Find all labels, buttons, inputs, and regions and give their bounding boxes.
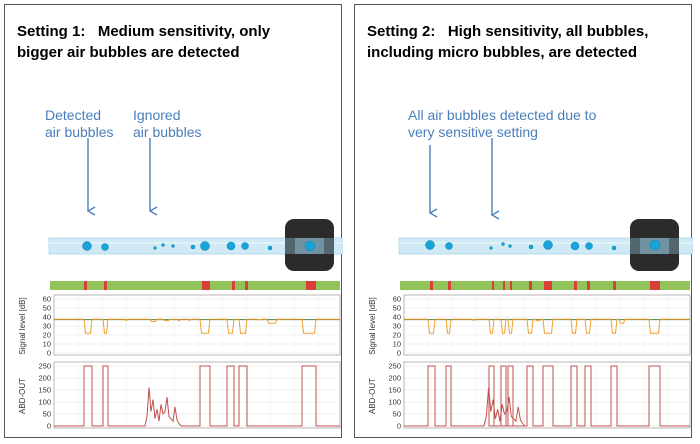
air-bubble xyxy=(241,242,249,250)
air-bubble xyxy=(445,242,453,250)
signal-tick-label: 20 xyxy=(393,331,401,340)
abd-tick-label: 0 xyxy=(397,422,401,431)
abd-axis-label: ABD-OUT xyxy=(368,378,377,414)
abd-tick-label: 50 xyxy=(43,410,51,419)
status-alarm-segment xyxy=(510,281,512,290)
signal-trace xyxy=(54,318,340,334)
air-bubble xyxy=(171,244,175,248)
status-alarm-segment xyxy=(306,281,316,290)
abd-tick-label: 150 xyxy=(38,386,51,395)
air-bubble xyxy=(161,243,165,247)
panel-setting-2: Setting 2: High sensitivity, all bubbles… xyxy=(354,4,693,438)
status-alarm-segment xyxy=(613,281,616,290)
air-bubble xyxy=(153,246,157,250)
annotation-all-detected: All air bubbles detected due to very sen… xyxy=(408,107,597,140)
air-bubble xyxy=(304,240,316,252)
abd-axis-label: ABD-OUT xyxy=(18,378,27,414)
status-alarm-segment xyxy=(232,281,235,290)
signal-tick-label: 0 xyxy=(47,349,51,358)
abd-out-trace xyxy=(404,365,690,427)
air-bubble xyxy=(508,244,512,248)
status-bar xyxy=(50,281,340,290)
abd-tick-label: 150 xyxy=(388,386,401,395)
status-alarm-segment xyxy=(245,281,248,290)
abd-tick-label: 200 xyxy=(388,374,401,383)
air-bubble xyxy=(82,241,92,251)
air-bubble xyxy=(611,245,617,251)
status-alarm-segment xyxy=(448,281,451,290)
annotation-detected: Detected air bubbles xyxy=(45,107,114,140)
annotation-ignored: Ignored air bubbles xyxy=(133,107,202,140)
air-bubble xyxy=(543,240,553,250)
status-alarm-segment xyxy=(492,281,494,290)
status-alarm-segment xyxy=(84,281,87,290)
air-bubble xyxy=(528,244,534,250)
air-bubble xyxy=(501,242,505,246)
panel-title: Setting 2: High sensitivity, all bubbles… xyxy=(367,23,649,61)
status-alarm-segment xyxy=(503,281,505,290)
abd-tick-label: 250 xyxy=(388,362,401,371)
signal-tick-label: 10 xyxy=(43,340,51,349)
signal-plot-frame xyxy=(403,294,691,356)
signal-tick-label: 40 xyxy=(393,313,401,322)
air-bubble xyxy=(570,241,580,251)
abd-plot-frame xyxy=(53,361,341,429)
abd-tick-label: 0 xyxy=(47,422,51,431)
status-alarm-segment xyxy=(587,281,590,290)
air-bubble xyxy=(267,245,273,251)
status-alarm-segment xyxy=(529,281,532,290)
abd-tick-label: 100 xyxy=(38,398,51,407)
abd-tick-label: 250 xyxy=(38,362,51,371)
abd-tick-label: 200 xyxy=(38,374,51,383)
air-bubble xyxy=(190,244,196,250)
air-bubble xyxy=(489,246,493,250)
signal-tick-label: 30 xyxy=(393,322,401,331)
status-alarm-segment xyxy=(430,281,433,290)
signal-trace xyxy=(404,318,690,334)
signal-tick-label: 30 xyxy=(43,322,51,331)
air-bubble xyxy=(649,239,661,251)
status-alarm-segment xyxy=(574,281,577,290)
signal-axis-label: Signal level [dB] xyxy=(18,297,27,354)
abd-plot-frame xyxy=(403,361,691,429)
signal-tick-label: 0 xyxy=(397,349,401,358)
status-alarm-segment xyxy=(202,281,210,290)
air-bubble xyxy=(425,240,435,250)
signal-tick-label: 50 xyxy=(43,304,51,313)
air-bubble xyxy=(585,242,593,250)
status-alarm-segment xyxy=(544,281,552,290)
signal-plot-frame xyxy=(53,294,341,356)
status-alarm-segment xyxy=(104,281,107,290)
air-bubble xyxy=(200,241,210,251)
abd-tick-label: 100 xyxy=(388,398,401,407)
signal-tick-label: 40 xyxy=(43,313,51,322)
abd-out-trace xyxy=(54,365,340,427)
signal-tick-label: 60 xyxy=(43,295,51,304)
air-bubble xyxy=(101,243,109,251)
status-alarm-segment xyxy=(650,281,660,290)
signal-tick-label: 50 xyxy=(393,304,401,313)
panel-setting-1: Setting 1: Medium sensitivity, only bigg… xyxy=(4,4,343,438)
signal-tick-label: 60 xyxy=(393,295,401,304)
signal-tick-label: 20 xyxy=(43,331,51,340)
signal-axis-label: Signal level [dB] xyxy=(368,297,377,354)
abd-tick-label: 50 xyxy=(393,410,401,419)
signal-tick-label: 10 xyxy=(393,340,401,349)
panel-title: Setting 1: Medium sensitivity, only bigg… xyxy=(17,23,271,61)
air-bubble xyxy=(226,241,236,251)
